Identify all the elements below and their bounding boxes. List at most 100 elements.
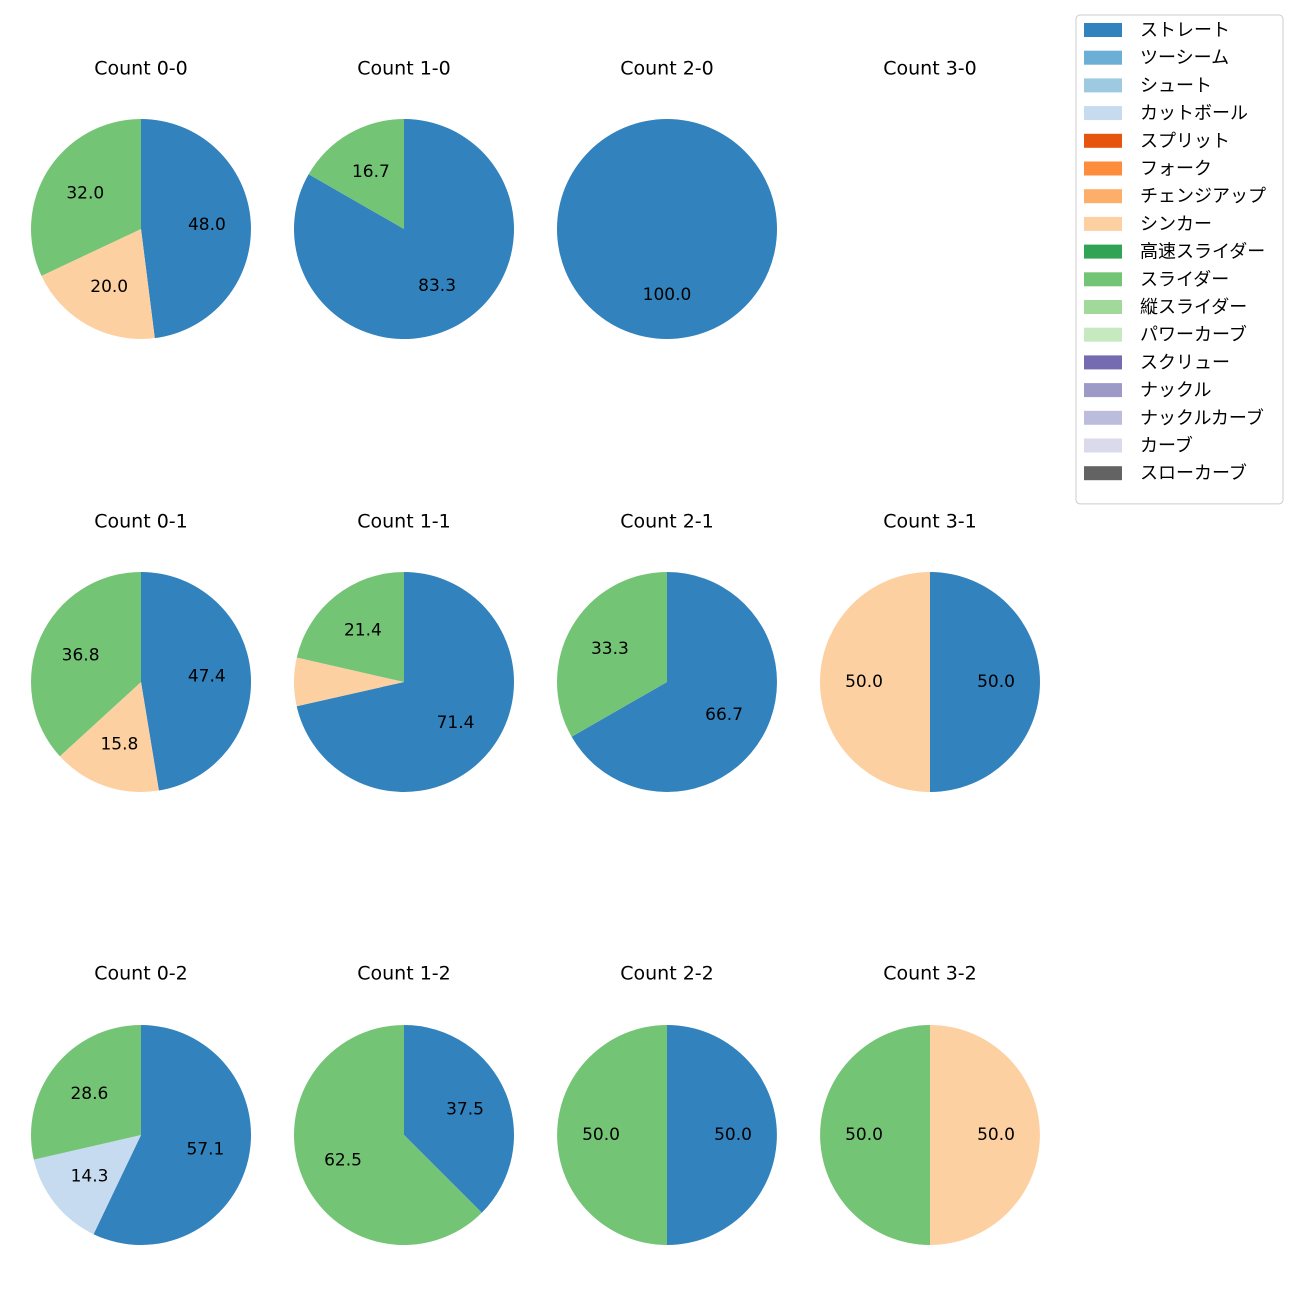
legend-entry: チェンジアップ bbox=[1084, 186, 1266, 207]
pie-slice bbox=[557, 119, 777, 339]
legend-swatch bbox=[1084, 23, 1122, 37]
pie-title: Count 0-1 bbox=[94, 511, 188, 533]
slice-label: 47.4 bbox=[188, 667, 226, 687]
pie-slice bbox=[293, 1024, 482, 1245]
legend-label: ストレート bbox=[1140, 20, 1230, 41]
legend-swatch bbox=[1084, 133, 1122, 148]
legend-entry: カーブ bbox=[1084, 435, 1193, 457]
pie-12: Count 3-2 50.0 50.0 bbox=[820, 963, 1040, 1245]
legend-entry: 縦スライダー bbox=[1084, 297, 1247, 318]
legend-entry: ツーシーム bbox=[1084, 48, 1229, 69]
pie-slice bbox=[93, 1025, 252, 1246]
legend-label: チェンジアップ bbox=[1140, 186, 1266, 207]
slice-label: 66.7 bbox=[705, 705, 743, 725]
legend-label: 高速スライダー bbox=[1140, 242, 1265, 263]
pie-title: Count 3-2 bbox=[883, 963, 977, 985]
legend-label: ナックルカーブ bbox=[1140, 407, 1264, 429]
pie-slice bbox=[308, 119, 404, 229]
legend-entry: スライダー bbox=[1084, 269, 1229, 290]
pie-title: Count 2-2 bbox=[620, 963, 714, 985]
legend-label: フォーク bbox=[1140, 159, 1212, 180]
slice-label: 50.0 bbox=[714, 1125, 752, 1145]
pie-1: Count 0-0 48.0 20.0 32.0 bbox=[30, 58, 251, 339]
legend-swatch bbox=[1084, 106, 1122, 121]
slice-label: 50.0 bbox=[977, 672, 1015, 692]
legend-label: シュート bbox=[1140, 75, 1212, 96]
legend-entry: スクリュー bbox=[1084, 352, 1230, 373]
pie-slice bbox=[571, 572, 777, 792]
legend-entry: スプリット bbox=[1084, 131, 1230, 152]
slice-label: 71.4 bbox=[437, 713, 475, 733]
slice-label: 33.3 bbox=[591, 639, 629, 659]
legend-entry: カットボール bbox=[1084, 103, 1248, 124]
slice-label: 48.0 bbox=[188, 215, 226, 235]
pie-slice bbox=[33, 1135, 141, 1235]
slice-label: 100.0 bbox=[643, 285, 692, 305]
pie-10: Count 1-2 37.5 62.5 bbox=[293, 963, 514, 1245]
legend-swatch bbox=[1084, 189, 1122, 204]
pie-slice bbox=[556, 572, 667, 737]
legend-entry: スローカーブ bbox=[1084, 462, 1247, 484]
legend-entry: ナックル bbox=[1084, 380, 1211, 401]
slice-label: 21.4 bbox=[344, 620, 382, 640]
legend-swatch bbox=[1084, 383, 1122, 398]
legend-label: カーブ bbox=[1140, 435, 1193, 457]
slice-label: 57.1 bbox=[186, 1140, 224, 1160]
legend-label: スプリット bbox=[1140, 131, 1230, 152]
legend-label: スライダー bbox=[1140, 269, 1229, 290]
legend-label: スクリュー bbox=[1140, 352, 1230, 373]
pie-3: Count 2-0 100.0 bbox=[557, 58, 777, 339]
pie-6: Count 1-1 71.4 21.4 bbox=[293, 511, 514, 792]
legend-entry: シンカー bbox=[1084, 214, 1212, 235]
pie-title: Count 0-2 bbox=[94, 963, 188, 985]
slice-label: 37.5 bbox=[446, 1100, 484, 1120]
pie-11: Count 2-2 50.0 50.0 bbox=[557, 963, 777, 1245]
pie-slice bbox=[557, 1025, 667, 1245]
pie-slice bbox=[141, 119, 251, 339]
legend-swatch bbox=[1084, 466, 1122, 481]
slice-label: 36.8 bbox=[62, 645, 100, 665]
pie-slice bbox=[667, 1025, 777, 1245]
pie-8: Count 3-1 50.0 50.0 bbox=[820, 511, 1040, 792]
pie-title: Count 1-1 bbox=[357, 511, 451, 533]
legend: ストレートツーシームシュートカットボールスプリットフォークチェンジアップシンカー… bbox=[1075, 14, 1284, 505]
pie-title: Count 2-1 bbox=[620, 511, 714, 533]
pie-2: Count 1-0 83.3 16.7 bbox=[293, 58, 514, 339]
slice-label: 16.7 bbox=[352, 162, 390, 182]
legend-entry: パワーカーブ bbox=[1084, 324, 1247, 346]
pie-slice bbox=[404, 1025, 514, 1213]
slice-label: 50.0 bbox=[845, 1125, 883, 1145]
pie-5: Count 0-1 47.4 15.8 36.8 bbox=[30, 511, 252, 793]
slice-label: 20.0 bbox=[90, 277, 128, 297]
pie-title: Count 1-0 bbox=[357, 58, 451, 80]
legend-swatch bbox=[1084, 300, 1122, 314]
pie-slice bbox=[930, 572, 1040, 792]
slice-label: 50.0 bbox=[977, 1125, 1015, 1145]
legend-swatch bbox=[1084, 438, 1122, 453]
legend-swatch bbox=[1084, 327, 1122, 342]
pie-slice bbox=[820, 1025, 930, 1245]
legend-swatch bbox=[1084, 244, 1122, 259]
legend-swatch bbox=[1084, 216, 1122, 231]
pie-slice bbox=[820, 572, 930, 792]
legend-entry: シュート bbox=[1084, 75, 1212, 96]
pie-slice bbox=[30, 119, 141, 276]
legend-swatch bbox=[1084, 161, 1122, 176]
legend-entry: 高速スライダー bbox=[1084, 242, 1265, 263]
pie-4: Count 3-0 bbox=[883, 58, 977, 80]
legend-swatch bbox=[1084, 78, 1122, 93]
legend-swatch bbox=[1084, 410, 1122, 425]
slice-label: 15.8 bbox=[100, 734, 138, 754]
slice-label: 50.0 bbox=[845, 672, 883, 692]
legend-label: スローカーブ bbox=[1140, 462, 1247, 484]
legend-label: ナックル bbox=[1140, 380, 1211, 401]
pie-slice bbox=[59, 682, 159, 793]
slice-label: 32.0 bbox=[66, 184, 104, 204]
pie-slice bbox=[296, 572, 514, 792]
pie-slice bbox=[293, 657, 404, 707]
legend-label: カットボール bbox=[1140, 103, 1248, 124]
legend-entry: ナックルカーブ bbox=[1084, 407, 1264, 429]
legend-label: パワーカーブ bbox=[1140, 324, 1247, 346]
legend-swatch bbox=[1084, 355, 1122, 370]
